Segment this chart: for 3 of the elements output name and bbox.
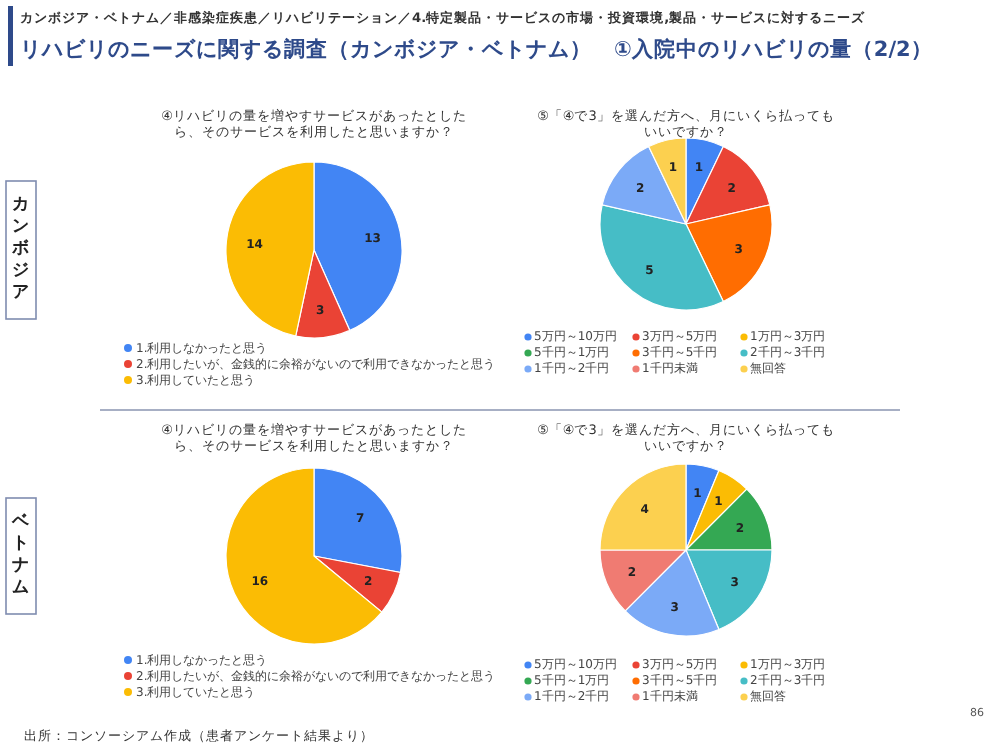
text: カンボジア [10,195,30,303]
text: リハビリのニーズに関する調査（カンボジア・ベトナム） ①入院中のリハビリの量（2/2） [20,36,933,62]
text: ベトナム [10,512,32,598]
